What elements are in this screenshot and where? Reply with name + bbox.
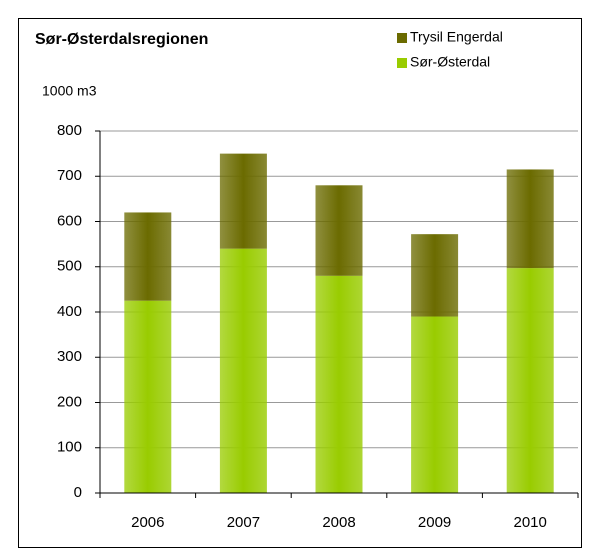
bar-segment: [411, 234, 459, 317]
x-tick-label: 2007: [227, 514, 260, 531]
bar-segment: [506, 169, 554, 269]
y-tick-label: 200: [57, 393, 82, 410]
chart-frame: [18, 18, 582, 548]
y-axis-label: 1000 m3: [42, 83, 97, 99]
legend-label: Sør-Østerdal: [410, 54, 490, 70]
y-tick-label: 100: [57, 439, 82, 456]
y-tick-label: 500: [57, 258, 82, 275]
bar-segment: [315, 275, 363, 493]
bar-segment: [219, 153, 267, 249]
bar-segment: [315, 185, 363, 276]
legend-swatch: [397, 58, 407, 68]
legend-swatch: [397, 33, 407, 43]
bar-segment: [124, 300, 172, 493]
y-tick-label: 400: [57, 303, 82, 320]
y-tick-label: 800: [57, 122, 82, 139]
bar-segment: [411, 316, 459, 493]
legend-label: Trysil Engerdal: [410, 29, 503, 45]
x-tick-label: 2009: [418, 514, 451, 531]
y-tick-label: 300: [57, 348, 82, 365]
y-tick-label: 0: [74, 484, 82, 501]
y-tick-label: 700: [57, 167, 82, 184]
bar-segment: [219, 248, 267, 493]
chart-title: Sør-Østerdalsregionen: [35, 31, 208, 48]
y-tick-label: 600: [57, 212, 82, 229]
bar-segment: [506, 268, 554, 493]
x-tick-label: 2008: [322, 514, 355, 531]
x-tick-label: 2010: [514, 514, 547, 531]
bar-segment: [124, 212, 172, 301]
x-tick-label: 2006: [131, 514, 164, 531]
